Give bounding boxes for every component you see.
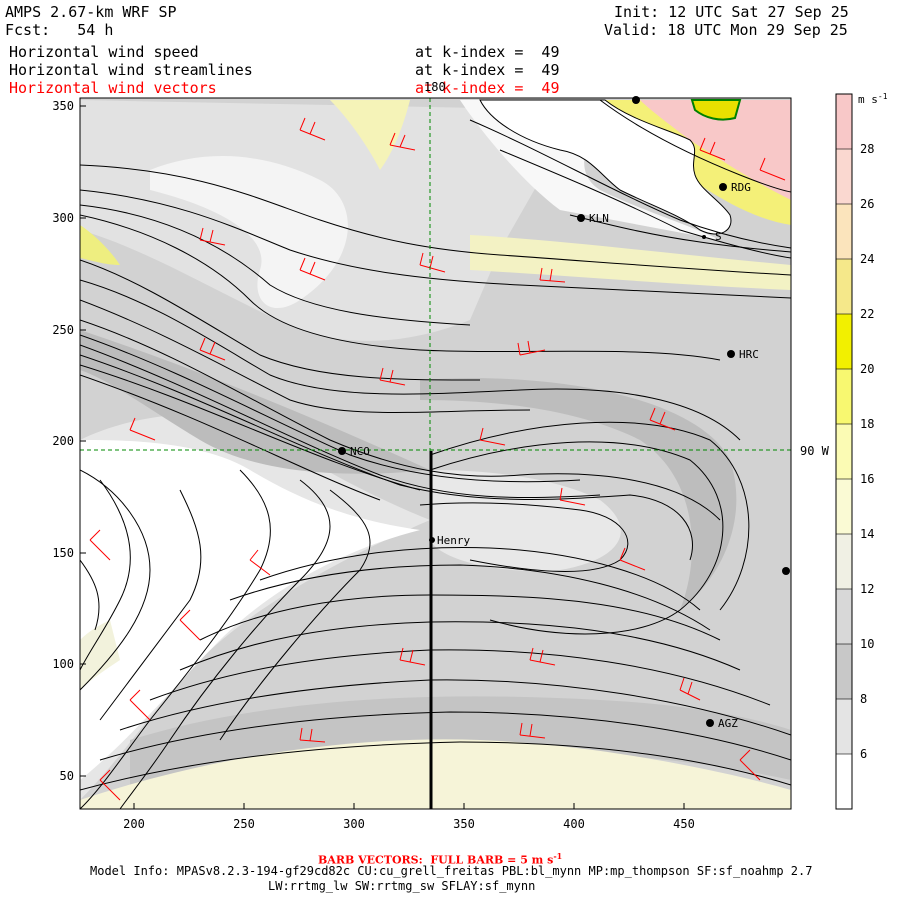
colorbar-segment <box>836 94 852 150</box>
y-tick-label: 150 <box>52 546 74 560</box>
colorbar-label: 14 <box>860 527 874 541</box>
colorbar-segment <box>836 644 852 700</box>
colorbar-label: 28 <box>860 142 874 156</box>
field-level-vectors: at k-index = 49 <box>415 79 560 97</box>
model-title: AMPS 2.67-km WRF SP <box>5 3 177 21</box>
physics-info: LW:rrtmg_lw SW:rrtmg_sw SFLAY:sf_mynn <box>268 879 536 893</box>
station-marker-agz <box>706 719 714 727</box>
station-label-rdg: RDG <box>731 181 751 194</box>
colorbar-segment <box>836 479 852 535</box>
parallel-label: 90 W <box>800 444 830 458</box>
colorbar-segment <box>836 424 852 480</box>
station-label-kln: KLN <box>589 212 609 225</box>
colorbar-label: 12 <box>860 582 874 596</box>
colorbar-segment <box>836 534 852 590</box>
colorbar-segment <box>836 314 852 370</box>
x-tick-label: 450 <box>673 817 695 831</box>
field-label-vectors: Horizontal wind vectors <box>9 79 217 97</box>
init-time: Init: 12 UTC Sat 27 Sep 25 <box>614 3 849 21</box>
plot-frame <box>79 97 792 810</box>
axis-ticks <box>80 105 685 809</box>
station-label-agz: AGZ <box>718 717 738 730</box>
y-tick-label: 200 <box>52 434 74 448</box>
colorbar-label: 10 <box>860 637 874 651</box>
field-level-wind-speed: at k-index = 49 <box>415 43 560 61</box>
station-label-hrc: HRC <box>739 348 759 361</box>
station-marker-top <box>632 96 640 104</box>
colorbar-segment <box>836 369 852 425</box>
colorbar-frame <box>835 93 853 810</box>
x-tick-label: 300 <box>343 817 365 831</box>
y-tick-label: 50 <box>60 769 74 783</box>
colorbar-unit: m s-1 <box>858 92 888 106</box>
colorbar-label: 20 <box>860 362 874 376</box>
y-tick-label: 300 <box>52 211 74 225</box>
field-level-streamlines: at k-index = 49 <box>415 61 560 79</box>
station-marker-henry <box>429 537 435 543</box>
colorbar-label: 18 <box>860 417 874 431</box>
station-label-nco: NCO <box>350 445 370 458</box>
x-tick-label: 350 <box>453 817 475 831</box>
station-marker-east <box>782 567 790 575</box>
colorbar-segment <box>836 204 852 260</box>
colorbar-label: 6 <box>860 747 867 761</box>
station-label-s: S <box>715 230 722 243</box>
colorbar-segment <box>836 699 852 755</box>
field-label-streamlines: Horizontal wind streamlines <box>9 61 253 79</box>
x-tick-label: 400 <box>563 817 585 831</box>
y-tick-label: 350 <box>52 99 74 113</box>
colorbar-label: 8 <box>860 692 867 706</box>
station-marker-s <box>702 235 706 239</box>
meridian-label: 180 <box>424 80 446 94</box>
colorbar-segment <box>836 149 852 205</box>
valid-time: Valid: 18 UTC Mon 29 Sep 25 <box>604 21 848 39</box>
model-info: Model Info: MPASv8.2.3-194-gf29cd82c CU:… <box>90 864 813 878</box>
barb-vectors-note: BARB VECTORS: FULL BARB = 5 m s-1 <box>318 851 563 867</box>
colorbar-segment <box>836 754 852 810</box>
station-label-henry: Henry <box>437 534 470 547</box>
station-marker-hrc <box>727 350 735 358</box>
colorbar-label: 24 <box>860 252 874 266</box>
colorbar <box>836 94 852 810</box>
station-marker-rdg <box>719 183 727 191</box>
station-marker-nco <box>338 447 346 455</box>
colorbar-segment <box>836 259 852 315</box>
colorbar-segment <box>836 589 852 645</box>
x-tick-label: 250 <box>233 817 255 831</box>
y-tick-label: 250 <box>52 323 74 337</box>
station-marker-kln <box>577 214 585 222</box>
colorbar-label: 26 <box>860 197 874 211</box>
forecast-hour: Fcst: 54 h <box>5 21 114 39</box>
x-tick-label: 200 <box>123 817 145 831</box>
field-label-wind-speed: Horizontal wind speed <box>9 43 199 61</box>
colorbar-label: 16 <box>860 472 874 486</box>
colorbar-label: 22 <box>860 307 874 321</box>
y-tick-label: 100 <box>52 657 74 671</box>
